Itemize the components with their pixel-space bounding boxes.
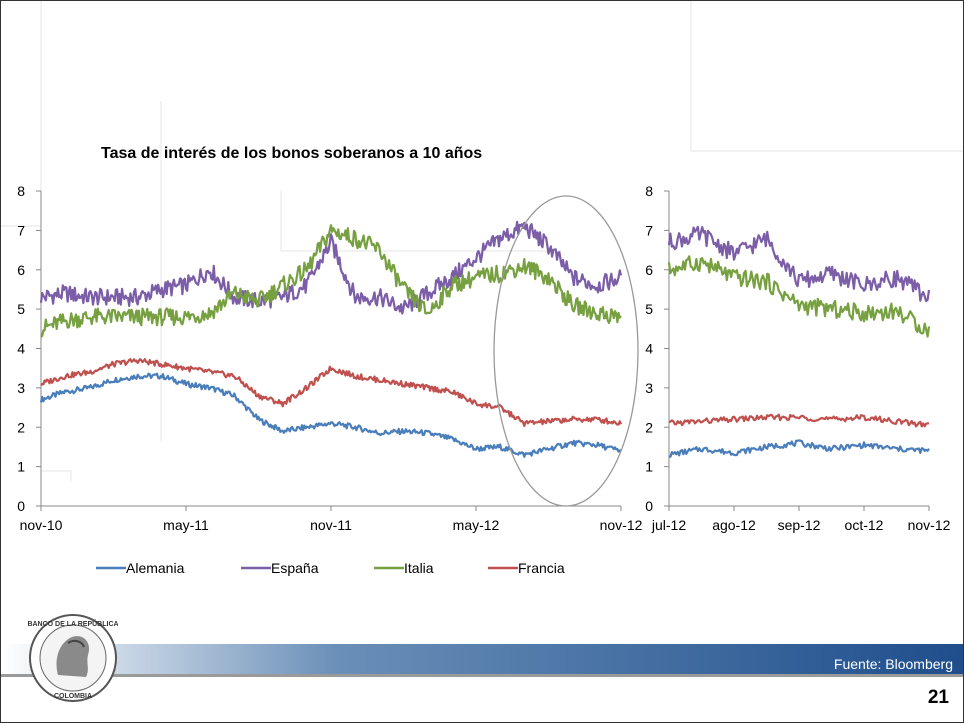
series-line-francia [40, 358, 623, 427]
y-tick-label: 8 [645, 183, 653, 199]
y-tick-label: 8 [17, 183, 25, 199]
series-line-alemania [668, 439, 930, 458]
x-tick-label: oct-12 [845, 517, 884, 533]
highlight-ellipse [493, 195, 639, 507]
y-tick-label: 6 [645, 262, 653, 278]
y-tick-label: 2 [645, 419, 653, 435]
y-tick-label: 4 [645, 341, 653, 357]
y-tick-label: 7 [645, 222, 653, 238]
x-tick-label: nov-10 [20, 517, 63, 533]
legend-label: Alemania [126, 560, 185, 576]
legend-label: Francia [518, 560, 565, 576]
y-tick-label: 3 [17, 380, 25, 396]
x-tick-label: may-12 [453, 517, 500, 533]
series-line-españa [39, 220, 623, 315]
svg-text:BANCO DE LA REPÚBLICA: BANCO DE LA REPÚBLICA [28, 619, 118, 628]
x-tick-label: sep-12 [778, 517, 821, 533]
x-tick-label: ago-12 [712, 517, 756, 533]
legend-label: España [271, 560, 319, 576]
x-tick-label: may-11 [163, 517, 209, 533]
y-tick-label: 0 [645, 498, 653, 514]
x-tick-label: nov-11 [310, 517, 352, 533]
y-tick-label: 2 [17, 419, 25, 435]
y-tick-label: 1 [645, 459, 653, 475]
series-line-italia [40, 224, 622, 338]
chart-title: Tasa de interés de los bonos soberanos a… [101, 145, 483, 162]
y-tick-label: 7 [17, 222, 25, 238]
x-tick-label: nov-12 [908, 517, 951, 533]
y-tick-label: 0 [17, 498, 25, 514]
series-line-alemania [39, 372, 622, 458]
series-line-francia [668, 413, 930, 428]
y-tick-label: 5 [17, 301, 25, 317]
footer-band [1, 644, 963, 677]
svg-text:COLOMBIA: COLOMBIA [54, 693, 92, 700]
y-tick-label: 1 [17, 459, 25, 475]
series-line-italia [667, 255, 931, 338]
legend-label: Italia [404, 560, 434, 576]
y-tick-label: 6 [17, 262, 25, 278]
y-tick-label: 4 [17, 341, 25, 357]
x-tick-label: jul-12 [651, 517, 686, 533]
page-number: 21 [927, 687, 949, 708]
x-tick-label: nov-12 [600, 517, 643, 533]
y-tick-label: 5 [645, 301, 653, 317]
series-line-españa [667, 225, 931, 303]
bank-seal-logo: BANCO DE LA REPÚBLICA COLOMBIA [28, 614, 118, 702]
y-tick-label: 3 [645, 380, 653, 396]
source-note: Fuente: Bloomberg [833, 656, 953, 672]
